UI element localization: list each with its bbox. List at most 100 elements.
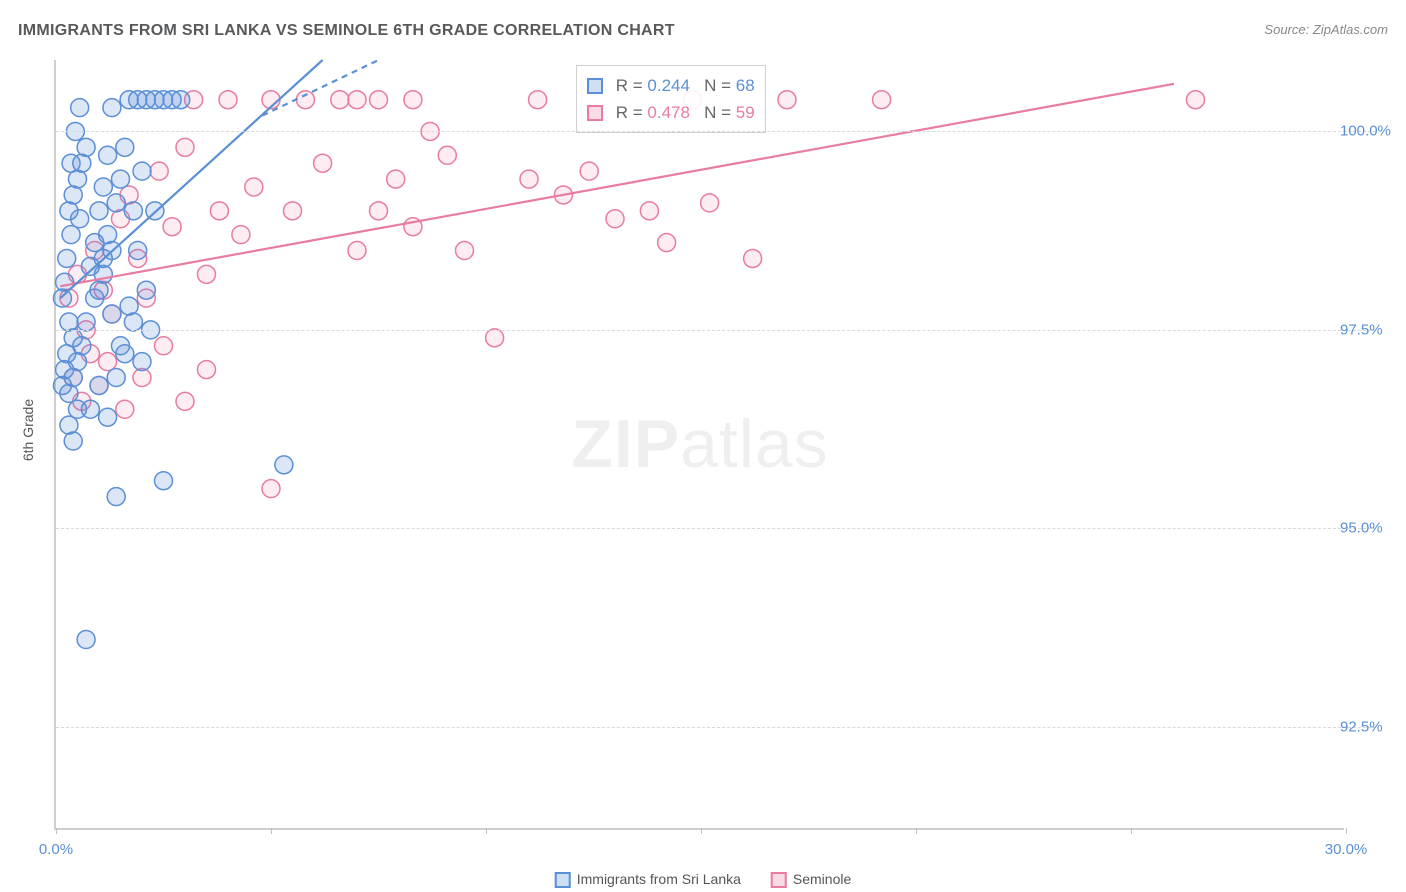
x-tick xyxy=(916,828,917,834)
stats-row-pink: R = 0.478 N = 59 xyxy=(587,99,755,126)
data-point xyxy=(77,138,95,156)
data-point xyxy=(53,376,71,394)
data-point xyxy=(99,226,117,244)
data-point xyxy=(124,202,142,220)
x-tick xyxy=(1346,828,1347,834)
data-point xyxy=(438,146,456,164)
data-point xyxy=(155,472,173,490)
data-point xyxy=(387,170,405,188)
stat-label: R = xyxy=(616,76,648,95)
y-tick-label: 95.0% xyxy=(1340,520,1400,537)
data-point xyxy=(198,361,216,379)
y-tick-label: 100.0% xyxy=(1340,123,1400,140)
data-point xyxy=(133,353,151,371)
data-point xyxy=(107,488,125,506)
stats-box: R = 0.244 N = 68 R = 0.478 N = 59 xyxy=(576,65,766,133)
data-point xyxy=(744,249,762,267)
data-point xyxy=(107,194,125,212)
stat-r-blue: 0.244 xyxy=(647,76,690,95)
data-point xyxy=(172,91,190,109)
x-tick xyxy=(701,828,702,834)
data-point xyxy=(107,369,125,387)
data-point xyxy=(210,202,228,220)
gridline-h xyxy=(56,528,1376,529)
data-point xyxy=(232,226,250,244)
data-point xyxy=(133,162,151,180)
legend-swatch-blue xyxy=(587,78,603,94)
data-point xyxy=(116,400,134,418)
data-point xyxy=(71,210,89,228)
data-point xyxy=(112,337,130,355)
gridline-h xyxy=(56,727,1376,728)
data-point xyxy=(60,416,78,434)
legend-label-pink: Seminole xyxy=(793,871,851,887)
source-label: Source: xyxy=(1264,22,1309,37)
chart-title: IMMIGRANTS FROM SRI LANKA VS SEMINOLE 6T… xyxy=(18,22,675,40)
data-point xyxy=(77,313,95,331)
data-point xyxy=(90,202,108,220)
data-point xyxy=(219,91,237,109)
data-point xyxy=(99,353,117,371)
legend-swatch-pink xyxy=(771,872,787,888)
data-point xyxy=(486,329,504,347)
plot-area: ZIPatlas R = 0.244 N = 68 R = 0.478 N = … xyxy=(54,60,1344,830)
data-point xyxy=(124,313,142,331)
data-point xyxy=(129,91,147,109)
data-point xyxy=(275,456,293,474)
data-point xyxy=(580,162,598,180)
data-point xyxy=(62,226,80,244)
data-point xyxy=(262,480,280,498)
data-point xyxy=(137,281,155,299)
y-tick-label: 97.5% xyxy=(1340,321,1400,338)
stat-n-pink: 59 xyxy=(736,103,755,122)
y-tick-label: 92.5% xyxy=(1340,718,1400,735)
data-point xyxy=(284,202,302,220)
legend-swatch-pink xyxy=(587,105,603,121)
stat-label: R = xyxy=(616,103,648,122)
data-point xyxy=(120,297,138,315)
data-point xyxy=(90,376,108,394)
y-axis-title: 6th Grade xyxy=(20,399,36,461)
data-point xyxy=(176,138,194,156)
data-point xyxy=(112,170,130,188)
data-point xyxy=(58,249,76,267)
data-point xyxy=(116,138,134,156)
data-point xyxy=(86,289,104,307)
data-point xyxy=(348,242,366,260)
x-tick-label: 30.0% xyxy=(1325,841,1368,858)
data-point xyxy=(348,91,366,109)
gridline-h xyxy=(56,131,1376,132)
stat-label: N = xyxy=(704,103,736,122)
data-point xyxy=(606,210,624,228)
data-point xyxy=(103,99,121,117)
data-point xyxy=(69,400,87,418)
legend-bottom: Immigrants from Sri Lanka Seminole xyxy=(555,871,852,888)
data-point xyxy=(99,146,117,164)
x-tick xyxy=(271,828,272,834)
data-point xyxy=(198,265,216,283)
data-point xyxy=(64,432,82,450)
x-tick xyxy=(56,828,57,834)
legend-swatch-blue xyxy=(555,872,571,888)
scatter-svg xyxy=(56,60,1344,828)
data-point xyxy=(150,162,168,180)
legend-item-pink: Seminole xyxy=(771,871,851,888)
data-point xyxy=(71,99,89,117)
data-point xyxy=(1187,91,1205,109)
source-value: ZipAtlas.com xyxy=(1313,22,1388,37)
data-point xyxy=(176,392,194,410)
data-point xyxy=(778,91,796,109)
data-point xyxy=(245,178,263,196)
x-tick xyxy=(486,828,487,834)
stats-row-blue: R = 0.244 N = 68 xyxy=(587,72,755,99)
stat-label: N = xyxy=(704,76,736,95)
data-point xyxy=(64,186,82,204)
legend-item-blue: Immigrants from Sri Lanka xyxy=(555,871,741,888)
data-point xyxy=(94,178,112,196)
data-point xyxy=(370,91,388,109)
data-point xyxy=(163,218,181,236)
data-point xyxy=(60,313,78,331)
data-point xyxy=(331,91,349,109)
data-point xyxy=(873,91,891,109)
data-point xyxy=(520,170,538,188)
